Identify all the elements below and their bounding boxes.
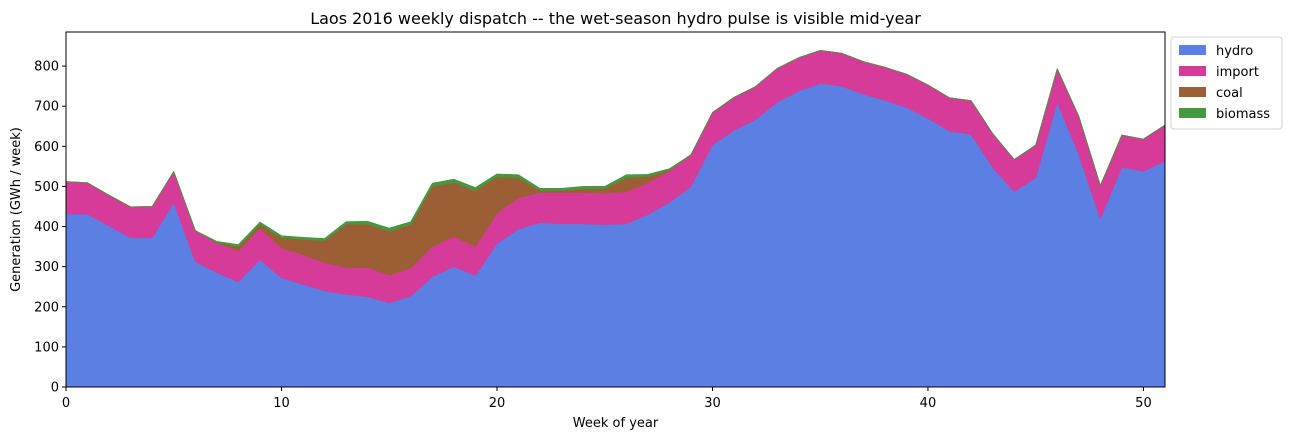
x-tick-label: 40 (920, 396, 937, 411)
y-axis-label: Generation (GWh / week) (9, 127, 24, 292)
x-tick-label: 30 (704, 396, 721, 411)
y-tick-label: 400 (34, 220, 59, 235)
x-tick-label: 20 (489, 396, 506, 411)
legend-swatch-biomass (1179, 108, 1206, 118)
y-tick-label: 300 (34, 260, 59, 275)
y-axis-ticks: 0 100 200 300 400 500 600 700 800 (34, 60, 66, 396)
x-axis-ticks: 0 10 20 30 40 50 (62, 387, 1152, 411)
legend-label-biomass: biomass (1216, 107, 1270, 122)
x-tick-label: 0 (62, 396, 70, 411)
y-tick-label: 600 (34, 140, 59, 155)
y-tick-label: 700 (34, 100, 59, 115)
legend: hydro import coal biomass (1170, 36, 1283, 130)
x-axis-label: Week of year (573, 416, 659, 431)
legend-label-hydro: hydro (1216, 44, 1253, 59)
legend-label-coal: coal (1216, 86, 1243, 101)
x-tick-label: 50 (1135, 396, 1152, 411)
y-tick-label: 200 (34, 300, 59, 315)
legend-swatch-import (1179, 66, 1206, 76)
legend-frame (1170, 36, 1283, 130)
area-layers (65, 50, 1166, 388)
area-hydro (65, 82, 1166, 388)
legend-label-import: import (1216, 65, 1259, 80)
y-tick-label: 0 (51, 381, 59, 396)
legend-swatch-coal (1179, 87, 1206, 97)
y-tick-label: 100 (34, 340, 59, 355)
chart-title: Laos 2016 weekly dispatch -- the wet-sea… (310, 9, 921, 28)
y-tick-label: 500 (34, 180, 59, 195)
y-tick-label: 800 (34, 60, 59, 75)
x-tick-label: 10 (273, 396, 290, 411)
plot-frame (65, 31, 1166, 388)
legend-swatch-hydro (1179, 45, 1206, 55)
